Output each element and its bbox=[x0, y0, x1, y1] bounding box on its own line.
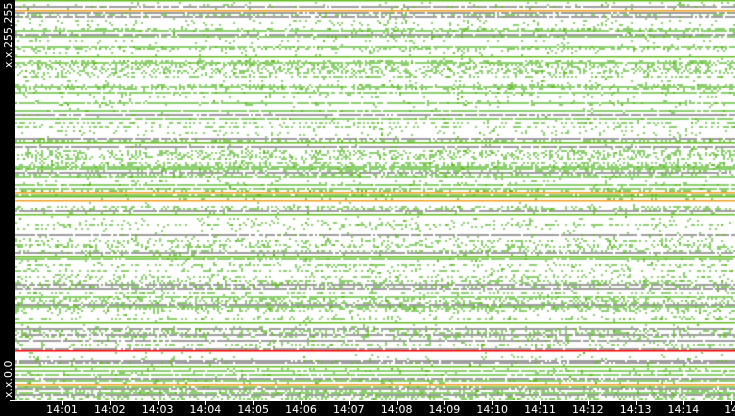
x-tick-label: 14:14 bbox=[667, 403, 700, 416]
x-tick bbox=[540, 400, 541, 405]
x-tick-label: 14:05 bbox=[237, 403, 270, 416]
x-tick-label: 14:06 bbox=[285, 403, 317, 416]
x-tick-label: 14:07 bbox=[332, 403, 365, 416]
x-tick bbox=[253, 400, 255, 405]
x-tick-label: 14:08 bbox=[380, 403, 413, 416]
x-tick bbox=[157, 400, 159, 405]
x-tick bbox=[109, 400, 111, 405]
y-axis: x.x.255.255 x.x.0.0 bbox=[0, 0, 15, 400]
x-tick-label: 14:13 bbox=[619, 403, 652, 416]
x-tick bbox=[635, 400, 637, 405]
x-axis-line bbox=[10, 400, 735, 401]
x-tick bbox=[492, 400, 494, 405]
x-tick-label: 14:01 bbox=[46, 403, 78, 416]
x-tick-label: 14:03 bbox=[141, 403, 174, 416]
x-tick-label: 14:10 bbox=[476, 403, 509, 416]
x-tick-label: 14:12 bbox=[571, 403, 604, 416]
x-tick bbox=[396, 400, 398, 405]
x-tick-label: 14:04 bbox=[189, 403, 222, 416]
x-tick bbox=[731, 400, 733, 405]
x-tick bbox=[348, 400, 350, 405]
x-tick bbox=[444, 400, 446, 405]
y-top-text: x.x.255.255 bbox=[2, 2, 15, 68]
x-tick-label: 14:09 bbox=[428, 403, 461, 416]
x-tick bbox=[587, 400, 589, 405]
x-axis: 14:01 14:02 14:03 14:04 14:05 14:06 14:07 14:08… bbox=[0, 400, 735, 416]
x-tick-label: 14:02 bbox=[93, 403, 126, 416]
x-tick-label: 14 bbox=[724, 403, 735, 416]
traffic-heatmap[interactable] bbox=[15, 0, 735, 400]
x-tick bbox=[205, 400, 207, 405]
x-tick bbox=[301, 400, 302, 405]
x-tick bbox=[683, 400, 685, 405]
y-bottom-text: x.x.0.0 bbox=[2, 360, 15, 398]
x-tick-label: 14:11 bbox=[524, 403, 556, 416]
x-tick bbox=[62, 400, 63, 405]
